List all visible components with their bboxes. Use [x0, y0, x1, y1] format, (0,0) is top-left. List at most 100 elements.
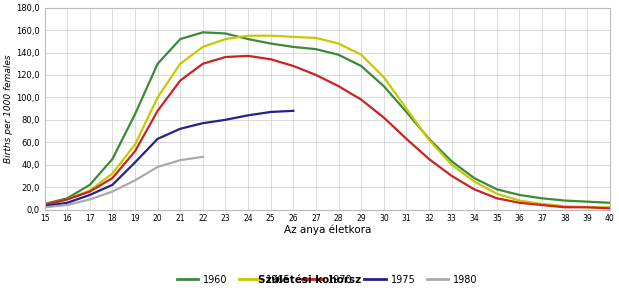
- 1965: [335, 42, 342, 45]
- 1965: [199, 45, 207, 49]
- 1965: [222, 37, 229, 41]
- 1960: [222, 32, 229, 35]
- 1970: [539, 203, 546, 207]
- 1960: [470, 176, 478, 180]
- 1965: [290, 35, 297, 39]
- Line: 1970: 1970: [45, 56, 610, 208]
- Y-axis label: Births per 1000 females: Births per 1000 females: [4, 54, 13, 163]
- 1965: [493, 192, 501, 196]
- 1980: [41, 205, 48, 209]
- 1965: [109, 172, 116, 175]
- 1975: [41, 204, 48, 208]
- 1970: [493, 196, 501, 200]
- 1960: [516, 193, 523, 197]
- 1975: [245, 113, 252, 117]
- 1960: [86, 183, 93, 187]
- 1960: [245, 37, 252, 41]
- 1980: [86, 198, 93, 201]
- 1970: [245, 54, 252, 58]
- 1960: [539, 196, 546, 200]
- 1965: [539, 202, 546, 206]
- 1970: [403, 137, 410, 141]
- 1960: [109, 157, 116, 161]
- 1965: [516, 199, 523, 202]
- 1980: [154, 165, 162, 169]
- 1965: [41, 203, 48, 207]
- 1975: [109, 183, 116, 187]
- 1965: [64, 198, 71, 201]
- Line: 1960: 1960: [45, 32, 610, 204]
- 1965: [267, 34, 274, 38]
- 1970: [267, 58, 274, 61]
- 1975: [290, 109, 297, 113]
- 1970: [64, 198, 71, 201]
- 1975: [176, 127, 184, 131]
- 1980: [199, 155, 207, 159]
- 1970: [335, 84, 342, 88]
- 1970: [312, 73, 319, 77]
- 1965: [86, 189, 93, 192]
- 1970: [109, 176, 116, 180]
- 1960: [154, 62, 162, 65]
- 1960: [41, 202, 48, 206]
- 1975: [154, 137, 162, 141]
- X-axis label: Az anya életkora: Az anya életkora: [284, 225, 371, 235]
- 1980: [176, 158, 184, 162]
- 1960: [176, 37, 184, 41]
- 1970: [561, 205, 568, 209]
- 1965: [357, 53, 365, 56]
- 1965: [448, 163, 456, 166]
- 1970: [176, 79, 184, 82]
- 1970: [154, 109, 162, 113]
- 1965: [470, 180, 478, 183]
- 1965: [403, 107, 410, 110]
- 1960: [403, 110, 410, 114]
- 1960: [493, 188, 501, 191]
- 1970: [606, 207, 613, 210]
- 1970: [357, 98, 365, 101]
- 1960: [312, 47, 319, 51]
- 1960: [584, 200, 591, 203]
- 1970: [470, 188, 478, 191]
- 1960: [290, 45, 297, 49]
- Text: Születési kohorsz: Születési kohorsz: [258, 275, 361, 285]
- 1975: [131, 161, 139, 164]
- 1965: [154, 96, 162, 99]
- 1960: [561, 199, 568, 202]
- 1975: [222, 118, 229, 122]
- 1965: [312, 36, 319, 40]
- 1960: [335, 53, 342, 56]
- Line: 1965: 1965: [45, 36, 610, 207]
- 1965: [176, 62, 184, 65]
- 1960: [606, 201, 613, 205]
- 1960: [357, 64, 365, 68]
- 1980: [64, 203, 71, 207]
- 1960: [425, 137, 433, 141]
- 1960: [64, 196, 71, 200]
- 1965: [245, 34, 252, 38]
- 1980: [109, 190, 116, 193]
- 1975: [199, 121, 207, 125]
- 1970: [516, 201, 523, 205]
- 1965: [380, 75, 387, 79]
- 1965: [584, 205, 591, 209]
- 1970: [199, 62, 207, 65]
- 1970: [86, 190, 93, 193]
- 1975: [267, 110, 274, 114]
- Line: 1975: 1975: [45, 111, 293, 206]
- 1975: [86, 193, 93, 197]
- 1965: [425, 138, 433, 142]
- 1970: [584, 205, 591, 209]
- 1960: [199, 31, 207, 34]
- 1970: [131, 150, 139, 153]
- 1970: [448, 174, 456, 178]
- 1970: [425, 157, 433, 161]
- Legend: 1960, 1965, 1970, 1975, 1980: 1960, 1965, 1970, 1975, 1980: [173, 271, 482, 289]
- Line: 1980: 1980: [45, 157, 203, 207]
- 1960: [448, 159, 456, 163]
- 1960: [380, 84, 387, 88]
- 1965: [131, 143, 139, 146]
- 1970: [41, 203, 48, 207]
- 1980: [131, 179, 139, 182]
- 1965: [606, 205, 613, 209]
